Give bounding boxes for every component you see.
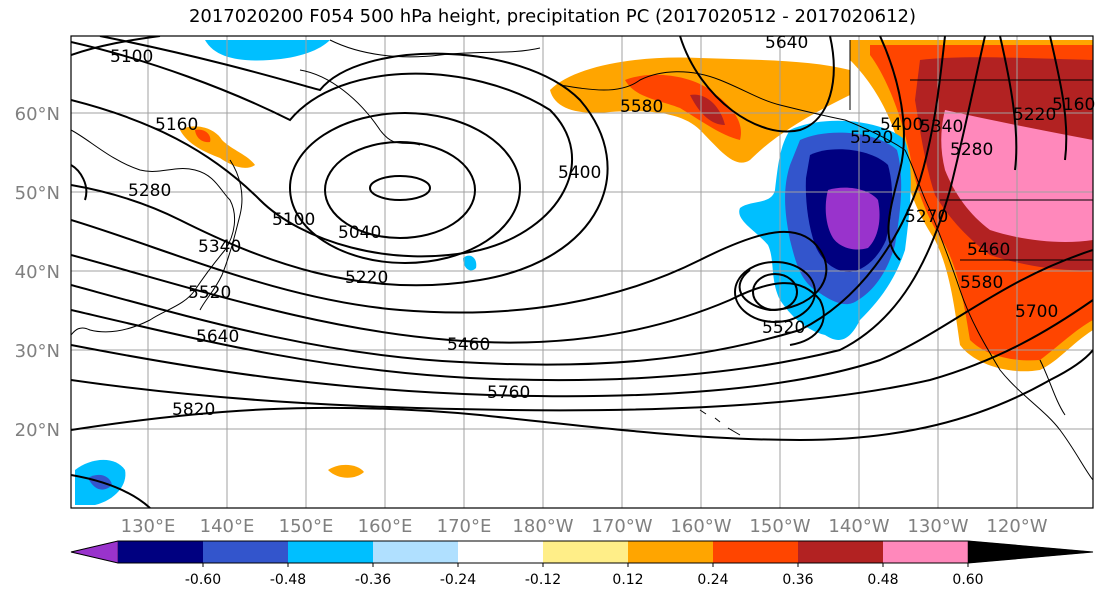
colorbar-tick-label: 0.12: [612, 572, 643, 588]
colorbar-tick-label: 0.36: [782, 572, 813, 588]
colorbar-tick-label: -0.48: [270, 572, 306, 588]
colorbar-tick-label: -0.36: [355, 572, 391, 588]
contour-label: 5340: [198, 237, 241, 257]
lon-label: 160°E: [358, 516, 413, 537]
lon-label: 120°W: [986, 516, 1047, 537]
colorbar-outline: [70, 540, 1094, 564]
coast-kamchatka: [299, 69, 421, 146]
colorbar: -0.60 -0.48 -0.36 -0.24 -0.12 0.12 0.24 …: [70, 540, 1094, 588]
colorbar-ticks: [202, 563, 969, 567]
lon-label: 170°W: [591, 516, 652, 537]
colorbar-tick-label: 0.24: [697, 572, 728, 588]
colorbar-cell: [288, 541, 373, 563]
contour-label: 5220: [1013, 105, 1056, 125]
lon-label: 130°E: [121, 516, 176, 537]
contour-label: 5280: [950, 140, 993, 160]
contour-label: 5400: [558, 163, 601, 183]
contour-label: 5100: [110, 47, 153, 67]
contour-label: 5270: [905, 207, 948, 227]
longitude-labels: 130°E 140°E 150°E 160°E 170°E 180°W 170°…: [121, 516, 1048, 537]
contour-label: 5460: [967, 240, 1010, 260]
coast-asia: [71, 129, 236, 336]
contour-label: 5640: [765, 33, 808, 53]
colorbar-tick-label: -0.24: [440, 572, 476, 588]
contour-label: 5100: [272, 210, 315, 230]
precip-darkred-alaska: [690, 94, 725, 125]
contour-label: 5760: [487, 383, 530, 403]
map-title: 2017020200 F054 500 hPa height, precipit…: [188, 6, 917, 27]
contour-label: 5520: [850, 128, 893, 148]
lon-label: 130°W: [907, 516, 968, 537]
contour-label: 5160: [1052, 95, 1095, 115]
contour-label: 5580: [620, 97, 663, 117]
coast-hawaii: [699, 409, 741, 436]
lon-label: 150°E: [279, 516, 334, 537]
precip-negative-small: [463, 255, 477, 271]
coast-alaska: [559, 71, 906, 151]
lon-label: 160°W: [670, 516, 731, 537]
coast-borders: [849, 40, 1093, 261]
contour-label: 5160: [155, 115, 198, 135]
colorbar-cell: [458, 541, 543, 563]
colorbar-cell: [70, 540, 119, 564]
contour-label: 5220: [345, 268, 388, 288]
lon-label: 140°E: [200, 516, 255, 537]
coast-westna: [904, 149, 1093, 481]
contour-label: 5580: [960, 273, 1003, 293]
lat-label: 40°N: [15, 262, 60, 283]
contour-label: 5340: [920, 117, 963, 137]
contour-label: 5820: [172, 400, 215, 420]
colorbar-cell: [118, 541, 203, 563]
lon-label: 140°W: [828, 516, 889, 537]
lat-label: 20°N: [15, 420, 60, 441]
map-frame: [70, 35, 1094, 509]
contour-label: 5640: [196, 327, 239, 347]
colorbar-cell: [967, 540, 1094, 564]
coast-siberia: [329, 39, 541, 58]
lon-label: 170°E: [437, 516, 492, 537]
colorbar-tick-label: 0.48: [867, 572, 898, 588]
contour-label: 5520: [188, 283, 231, 303]
contour-label: 5400: [880, 115, 923, 135]
lon-label: 180°W: [512, 516, 573, 537]
colorbar-cell: [628, 541, 713, 563]
lon-label: 150°W: [749, 516, 810, 537]
colorbar-tick-label: -0.12: [525, 572, 561, 588]
precip-shading: [75, 40, 1093, 505]
contour-labels: 5100 5160 5280 5340 5520 5640 5100 5040 …: [110, 33, 1095, 420]
colorbar-tick-label: 0.60: [952, 572, 983, 588]
coast-baja: [1039, 359, 1066, 416]
contour-label: 5460: [447, 335, 490, 355]
colorbar-cell: [203, 541, 288, 563]
precip-negative-north: [205, 40, 330, 61]
precip-negative-max: [825, 187, 880, 250]
colorbar-tick-label: -0.60: [185, 572, 221, 588]
contour-label: 5280: [128, 181, 171, 201]
precip-strong-japan: [195, 129, 211, 143]
height-contours: [71, 36, 1093, 508]
colorbar-cell: [543, 541, 628, 563]
contour-label: 5700: [1015, 302, 1058, 322]
contour-label: 5520: [762, 318, 805, 338]
lat-label: 30°N: [15, 341, 60, 362]
lat-label: 60°N: [15, 104, 60, 125]
precip-positive-small: [328, 464, 364, 478]
colorbar-cell: [798, 541, 883, 563]
precip-strong-alaska: [625, 74, 741, 140]
latitude-labels: 60°N 50°N 40°N 30°N 20°N: [15, 104, 60, 441]
colorbar-cell: [713, 541, 798, 563]
lat-label: 50°N: [15, 183, 60, 204]
contour-label: 5040: [338, 223, 381, 243]
colorbar-cell: [373, 541, 458, 563]
colorbar-cell: [883, 541, 968, 563]
